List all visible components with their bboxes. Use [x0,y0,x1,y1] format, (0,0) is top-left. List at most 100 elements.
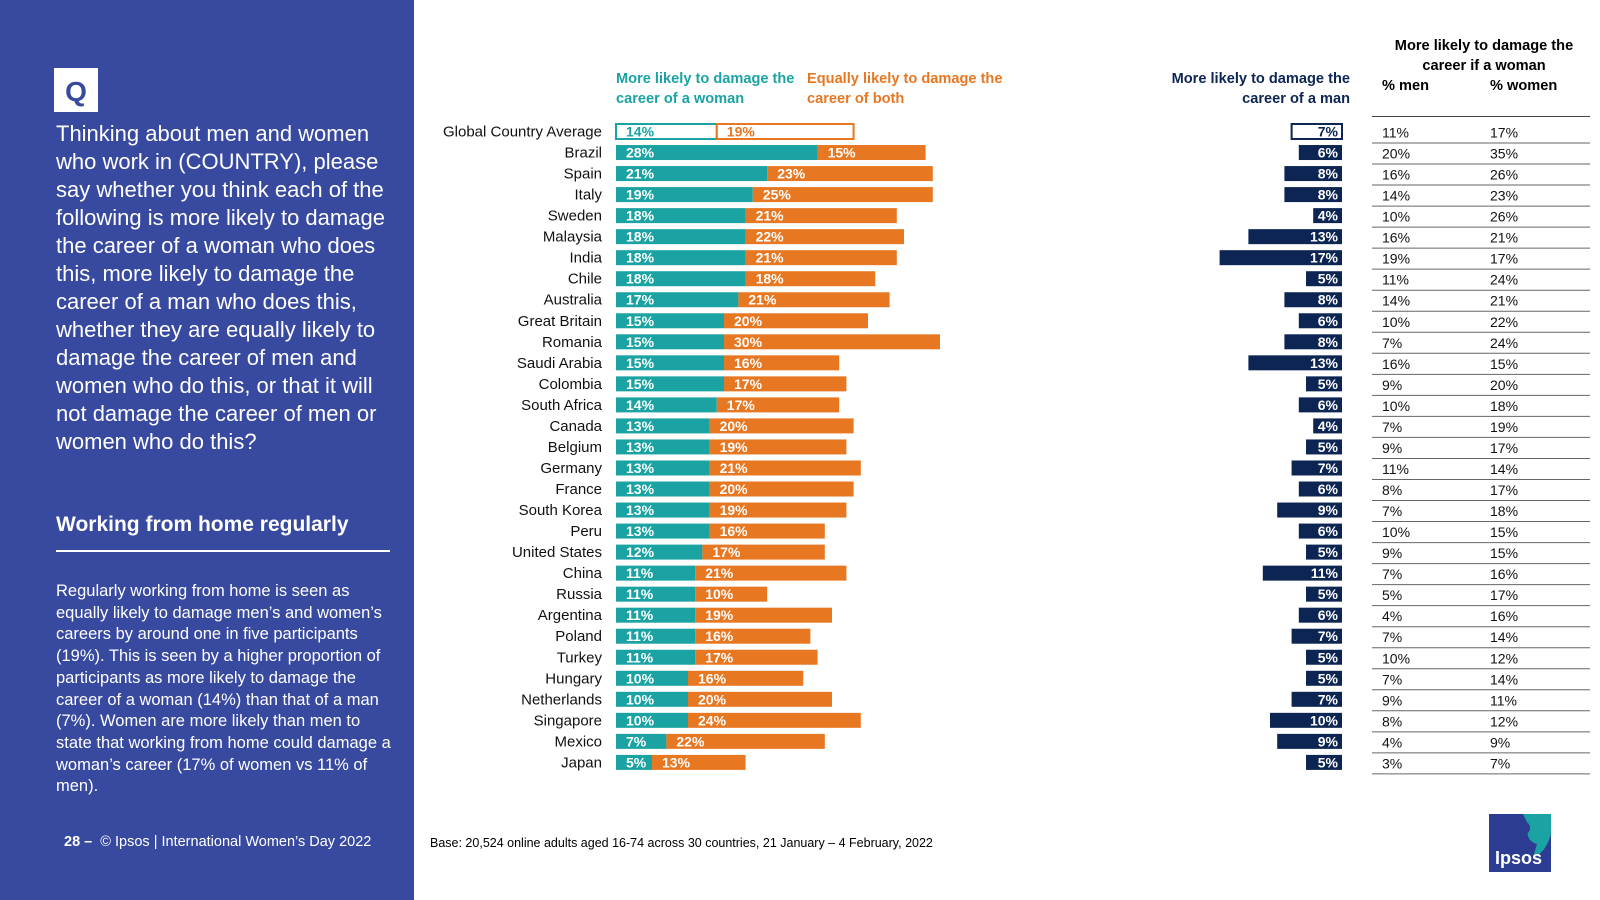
data-label-man: 6% [1318,397,1339,413]
table-cell-women: 17% [1490,251,1518,267]
bar-woman [616,502,710,518]
base-note: Base: 20,524 online adults aged 16-74 ac… [430,836,933,850]
data-label-both: 23% [777,166,806,182]
data-label-man: 13% [1310,229,1339,245]
category-label: Japan [561,754,602,771]
bar-both [695,649,818,665]
data-label-man: 5% [1318,586,1339,602]
data-label-man: 5% [1318,376,1339,392]
data-label-woman: 13% [626,523,655,539]
bar-woman [616,166,768,182]
bar-both [724,313,868,329]
bar-man [1306,376,1342,392]
data-label-man: 17% [1310,250,1339,266]
data-label-both: 17% [727,397,756,413]
bar-man [1262,565,1342,581]
data-label-man: 7% [1318,628,1339,644]
table-cell-men: 19% [1382,251,1410,267]
category-label: Turkey [557,649,603,666]
bar-man [1298,481,1342,497]
bar-both [709,460,861,476]
table-cell-women: 9% [1490,734,1510,750]
data-label-both: 24% [698,712,727,728]
table-cell-women: 18% [1490,503,1518,519]
table-cell-women: 17% [1490,125,1518,141]
table-cell-men: 4% [1382,608,1402,624]
data-label-man: 13% [1310,355,1339,371]
data-label-both: 17% [705,649,734,665]
bar-both [709,502,847,518]
bar-man [1270,712,1342,728]
table-cell-men: 10% [1382,398,1410,414]
data-label-woman: 7% [626,733,647,749]
data-label-both: 16% [698,670,727,686]
data-label-man: 5% [1318,670,1339,686]
category-label: Hungary [545,670,602,687]
table-header-rule [1372,116,1590,117]
table-cell-men: 7% [1382,503,1402,519]
data-label-man: 6% [1318,523,1339,539]
data-label-both: 30% [734,334,763,350]
table-cell-men: 14% [1382,188,1410,204]
bar-woman [616,607,696,623]
table-cell-men: 9% [1382,545,1402,561]
bar-woman [616,565,696,581]
page-number: 28 – [64,834,93,850]
bar-both [745,271,876,287]
bar-woman [616,334,724,350]
bar-woman [616,292,739,308]
table-cell-women: 26% [1490,209,1518,225]
table-cell-women: 14% [1490,671,1518,687]
table-cell-women: 21% [1490,293,1518,309]
category-label: Canada [549,418,602,435]
bar-both [715,123,855,140]
category-label: Malaysia [543,229,603,246]
category-label: Sweden [548,208,602,225]
table-cell-men: 11% [1382,461,1409,477]
section-title: Working from home regularly [56,513,349,536]
bar-man [1219,250,1342,266]
data-label-man: 5% [1318,271,1339,287]
data-label-both: 19% [720,502,749,518]
bar-both [724,376,847,392]
bar-woman [616,712,688,728]
table-cell-women: 23% [1490,188,1518,204]
bar-man [1298,145,1342,161]
table-cell-women: 24% [1490,272,1518,288]
table-cell-men: 8% [1382,482,1402,498]
category-label: India [569,250,602,267]
bar-woman [616,397,717,413]
data-label-man: 4% [1318,208,1339,224]
table-cell-men: 16% [1382,230,1410,246]
data-label-man: 7% [1318,691,1339,707]
bar-man [1284,292,1342,308]
data-label-woman: 19% [626,187,655,203]
bar-woman [616,649,696,665]
category-label: Global Country Average [443,124,602,141]
category-label: Belgium [548,439,602,456]
bar-both [745,208,897,224]
data-label-woman: 15% [626,355,655,371]
data-label-man: 7% [1318,460,1339,476]
bar-woman [616,145,818,161]
table-cell-women: 17% [1490,440,1518,456]
data-label-man: 8% [1318,166,1339,182]
bar-both [752,187,933,203]
bar-man [1284,334,1342,350]
bar-woman [616,208,746,224]
data-label-man: 8% [1318,334,1339,350]
table-cell-women: 17% [1490,482,1518,498]
data-label-both: 18% [756,271,785,287]
data-label-woman: 14% [626,124,655,140]
bar-man [1306,439,1342,455]
table-header-men: % men [1382,78,1430,94]
data-label-woman: 10% [626,691,655,707]
category-label: Brazil [564,145,602,162]
bar-both [738,292,890,308]
data-label-both: 19% [720,439,749,455]
bar-woman [616,544,703,560]
table-cell-men: 5% [1382,587,1402,603]
bar-woman [616,355,724,371]
table-title: More likely to damage the career if a wo… [1394,38,1574,74]
data-label-both: 16% [734,355,763,371]
